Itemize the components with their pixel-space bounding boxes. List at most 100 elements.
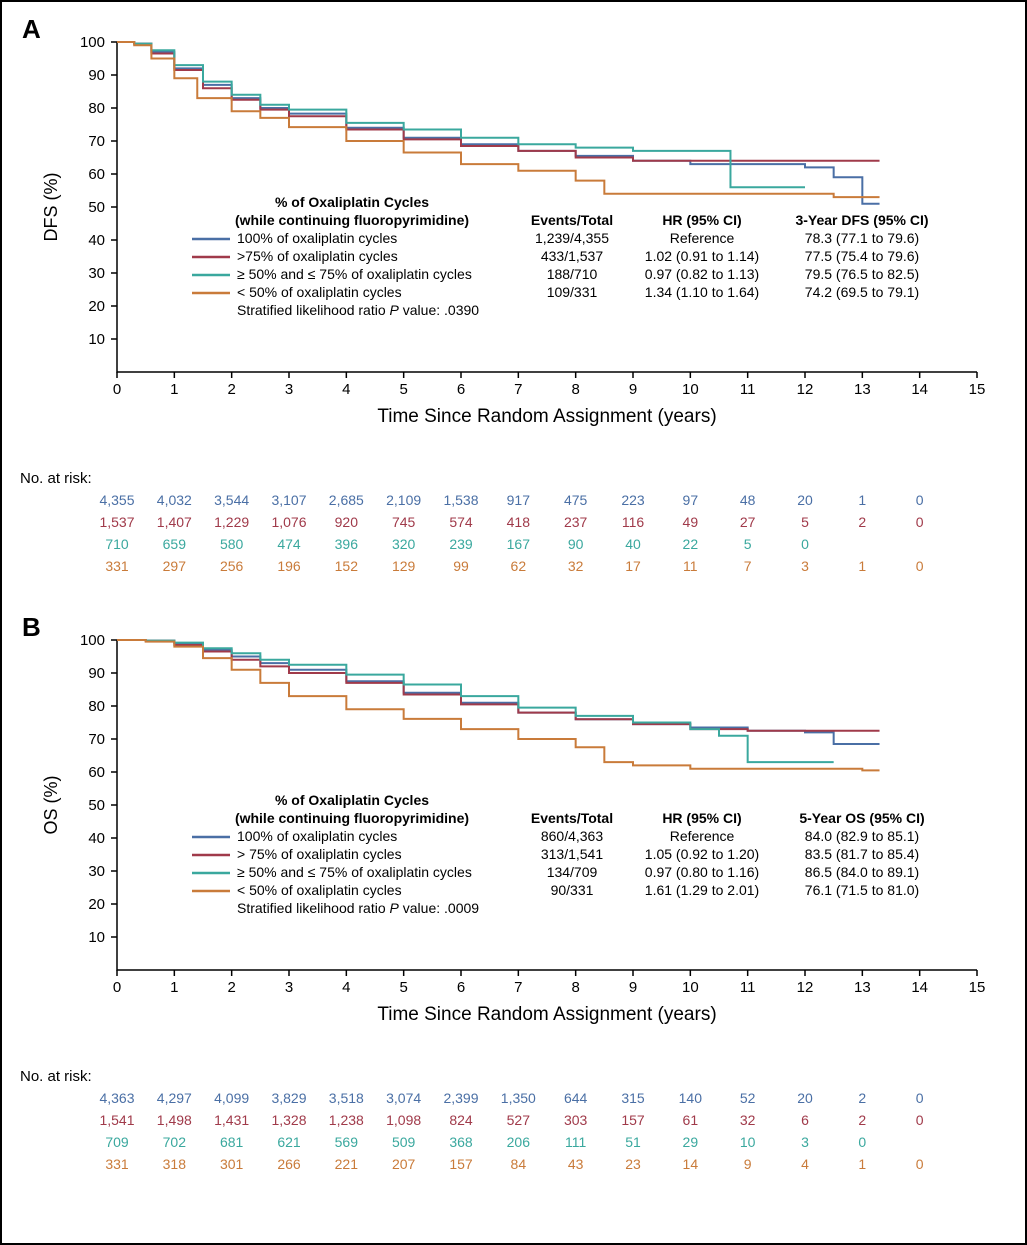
risk-cell: 99 [433, 558, 489, 574]
risk-cell: 1,537 [89, 514, 145, 530]
risk-cell: 3,829 [261, 1090, 317, 1106]
risk-cell: 1,407 [146, 514, 202, 530]
risk-cell: 97 [662, 492, 718, 508]
risk-cell: 11 [662, 558, 718, 574]
svg-text:9: 9 [629, 381, 637, 398]
svg-text:Time Since Random Assignment (: Time Since Random Assignment (years) [377, 406, 716, 427]
svg-text:Stratified likelihood ratio P: Stratified likelihood ratio P value: .03… [237, 302, 479, 318]
risk-cell: 920 [318, 514, 374, 530]
risk-cell: 0 [892, 1112, 948, 1128]
svg-text:< 50% of oxaliplatin cycles: < 50% of oxaliplatin cycles [237, 882, 402, 898]
risk-cell: 157 [433, 1156, 489, 1172]
svg-text:11: 11 [740, 979, 756, 996]
risk-cell: 659 [146, 536, 202, 552]
risk-cell: 1,431 [204, 1112, 260, 1128]
risk-cell: 3,544 [204, 492, 260, 508]
svg-text:5: 5 [399, 979, 407, 996]
svg-text:14: 14 [911, 979, 928, 996]
figure-container: A 10203040506070809010001234567891011121… [0, 0, 1027, 1245]
risk-cell: 0 [892, 558, 948, 574]
risk-cell: 5 [720, 536, 776, 552]
svg-text:Events/Total: Events/Total [531, 212, 613, 228]
risk-cell: 1,350 [490, 1090, 546, 1106]
svg-text:12: 12 [797, 979, 814, 996]
svg-text:1,239/4,355: 1,239/4,355 [535, 230, 609, 246]
svg-text:8: 8 [571, 979, 579, 996]
risk-cell: 20 [777, 1090, 833, 1106]
svg-text:100% of oxaliplatin cycles: 100% of oxaliplatin cycles [237, 828, 397, 844]
risk-cell: 569 [318, 1134, 374, 1150]
risk-cell: 1 [834, 558, 890, 574]
svg-text:4: 4 [342, 381, 350, 398]
panel-a-risk-label: No. at risk: [20, 470, 92, 487]
svg-text:15: 15 [969, 979, 986, 996]
svg-text:50: 50 [88, 199, 105, 216]
risk-cell: 129 [376, 558, 432, 574]
svg-text:< 50% of oxaliplatin cycles: < 50% of oxaliplatin cycles [237, 284, 402, 300]
svg-text:74.2 (69.5 to 79.1): 74.2 (69.5 to 79.1) [805, 284, 919, 300]
risk-cell: 29 [662, 1134, 718, 1150]
svg-text:% of Oxaliplatin Cycles: % of Oxaliplatin Cycles [275, 792, 429, 808]
risk-cell: 239 [433, 536, 489, 552]
risk-cell: 196 [261, 558, 317, 574]
svg-text:90/331: 90/331 [551, 882, 594, 898]
svg-text:9: 9 [629, 979, 637, 996]
svg-text:313/1,541: 313/1,541 [541, 846, 603, 862]
risk-cell: 2 [834, 514, 890, 530]
svg-text:90: 90 [88, 665, 105, 682]
svg-text:7: 7 [514, 979, 522, 996]
risk-cell: 2 [834, 1112, 890, 1128]
risk-cell: 17 [605, 558, 661, 574]
risk-cell: 14 [662, 1156, 718, 1172]
svg-text:0: 0 [113, 979, 121, 996]
svg-text:14: 14 [911, 381, 928, 398]
km-curve [117, 42, 880, 197]
risk-cell: 223 [605, 492, 661, 508]
svg-text:1.34 (1.10 to 1.64): 1.34 (1.10 to 1.64) [645, 284, 759, 300]
risk-cell: 23 [605, 1156, 661, 1172]
svg-text:12: 12 [797, 381, 814, 398]
risk-cell: 1 [834, 492, 890, 508]
risk-cell: 1,098 [376, 1112, 432, 1128]
svg-text:5-Year OS (95% CI): 5-Year OS (95% CI) [799, 810, 924, 826]
svg-text:3: 3 [285, 979, 293, 996]
risk-cell: 418 [490, 514, 546, 530]
risk-cell: 320 [376, 536, 432, 552]
risk-cell: 61 [662, 1112, 718, 1128]
svg-text:OS (%): OS (%) [41, 775, 61, 834]
risk-cell: 4 [777, 1156, 833, 1172]
risk-cell: 40 [605, 536, 661, 552]
risk-cell: 52 [720, 1090, 776, 1106]
svg-text:40: 40 [88, 232, 105, 249]
svg-text:76.1 (71.5 to 81.0): 76.1 (71.5 to 81.0) [805, 882, 919, 898]
svg-text:2: 2 [227, 381, 235, 398]
svg-text:4: 4 [342, 979, 350, 996]
svg-text:79.5 (76.5 to 82.5): 79.5 (76.5 to 82.5) [805, 266, 919, 282]
svg-text:>75% of oxaliplatin cycles: >75% of oxaliplatin cycles [237, 248, 398, 264]
svg-text:> 75% of oxaliplatin cycles: > 75% of oxaliplatin cycles [237, 846, 402, 862]
svg-text:1.05 (0.92 to 1.20): 1.05 (0.92 to 1.20) [645, 846, 759, 862]
risk-cell: 256 [204, 558, 260, 574]
risk-cell: 1,541 [89, 1112, 145, 1128]
svg-text:50: 50 [88, 797, 105, 814]
risk-cell: 7 [720, 558, 776, 574]
risk-cell: 3,107 [261, 492, 317, 508]
svg-text:15: 15 [969, 381, 986, 398]
svg-text:(while continuing fluoropyrimi: (while continuing fluoropyrimidine) [235, 212, 469, 228]
svg-text:83.5 (81.7 to 85.4): 83.5 (81.7 to 85.4) [805, 846, 919, 862]
svg-text:188/710: 188/710 [547, 266, 598, 282]
svg-text:7: 7 [514, 381, 522, 398]
risk-cell: 710 [89, 536, 145, 552]
svg-text:40: 40 [88, 830, 105, 847]
risk-cell: 207 [376, 1156, 432, 1172]
svg-text:11: 11 [740, 381, 756, 398]
risk-cell: 84 [490, 1156, 546, 1172]
risk-cell: 702 [146, 1134, 202, 1150]
risk-cell: 580 [204, 536, 260, 552]
risk-cell: 22 [662, 536, 718, 552]
risk-cell: 0 [892, 514, 948, 530]
svg-text:8: 8 [571, 381, 579, 398]
svg-text:6: 6 [457, 381, 465, 398]
risk-cell: 368 [433, 1134, 489, 1150]
risk-cell: 3,518 [318, 1090, 374, 1106]
